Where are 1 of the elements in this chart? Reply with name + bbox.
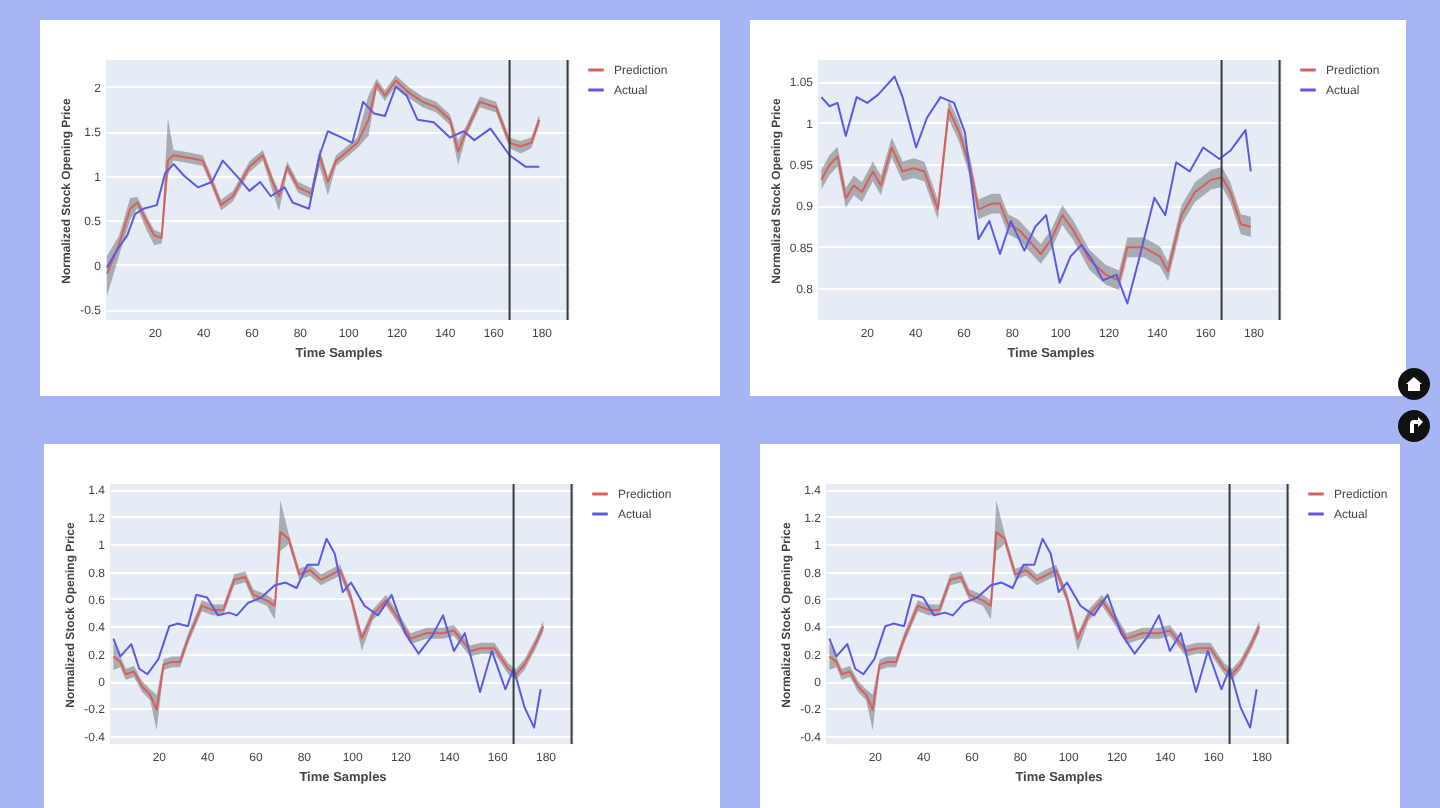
line-series [820, 75, 1252, 305]
